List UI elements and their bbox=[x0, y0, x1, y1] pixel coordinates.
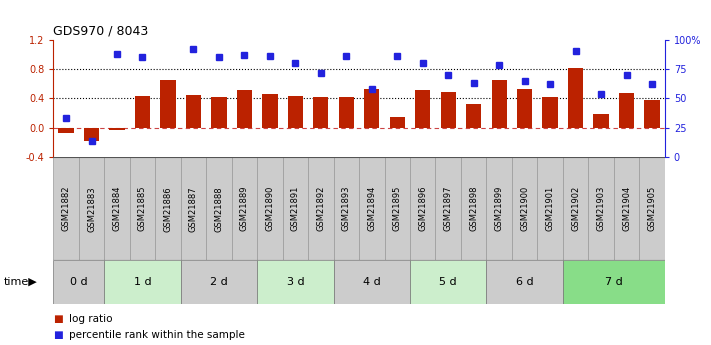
Text: 0 d: 0 d bbox=[70, 277, 87, 287]
Bar bbox=[461, 157, 486, 260]
Bar bbox=[359, 157, 385, 260]
Bar bbox=[211, 97, 227, 128]
Bar bbox=[79, 157, 105, 260]
Bar bbox=[614, 157, 639, 260]
Bar bbox=[105, 157, 129, 260]
Text: 1 d: 1 d bbox=[134, 277, 151, 287]
Text: GSM21901: GSM21901 bbox=[545, 186, 555, 231]
Bar bbox=[308, 157, 333, 260]
Bar bbox=[619, 93, 634, 128]
Text: GSM21889: GSM21889 bbox=[240, 186, 249, 231]
Text: percentile rank within the sample: percentile rank within the sample bbox=[69, 330, 245, 339]
Text: GSM21890: GSM21890 bbox=[265, 186, 274, 231]
Text: 3 d: 3 d bbox=[287, 277, 304, 287]
Text: 5 d: 5 d bbox=[439, 277, 457, 287]
Text: ■: ■ bbox=[53, 314, 63, 324]
Bar bbox=[288, 96, 303, 128]
Bar bbox=[364, 89, 380, 128]
Bar bbox=[283, 157, 308, 260]
Bar bbox=[410, 157, 435, 260]
Text: GSM21899: GSM21899 bbox=[495, 186, 503, 231]
Text: GSM21893: GSM21893 bbox=[342, 186, 351, 231]
Bar bbox=[257, 260, 333, 304]
Bar bbox=[161, 80, 176, 128]
Text: GSM21904: GSM21904 bbox=[622, 186, 631, 231]
Bar bbox=[53, 260, 105, 304]
Text: GSM21896: GSM21896 bbox=[418, 186, 427, 231]
Bar bbox=[105, 260, 181, 304]
Text: GSM21891: GSM21891 bbox=[291, 186, 300, 231]
Text: GSM21903: GSM21903 bbox=[597, 186, 606, 231]
Bar bbox=[257, 157, 283, 260]
Bar bbox=[186, 96, 201, 128]
Text: GSM21883: GSM21883 bbox=[87, 186, 96, 231]
Bar bbox=[441, 92, 456, 128]
Text: ■: ■ bbox=[53, 330, 63, 339]
Text: GSM21905: GSM21905 bbox=[648, 186, 656, 231]
Bar bbox=[486, 157, 512, 260]
Bar bbox=[206, 157, 232, 260]
Bar bbox=[594, 115, 609, 128]
Text: GSM21882: GSM21882 bbox=[62, 186, 70, 231]
Bar bbox=[639, 157, 665, 260]
Text: GSM21900: GSM21900 bbox=[520, 186, 529, 231]
Bar bbox=[181, 260, 257, 304]
Bar bbox=[262, 94, 277, 128]
Bar bbox=[466, 104, 481, 128]
Text: log ratio: log ratio bbox=[69, 314, 112, 324]
Text: GSM21884: GSM21884 bbox=[112, 186, 122, 231]
Bar bbox=[129, 157, 155, 260]
Bar bbox=[181, 157, 206, 260]
Text: GSM21902: GSM21902 bbox=[571, 186, 580, 231]
Bar bbox=[155, 157, 181, 260]
Bar bbox=[135, 96, 150, 128]
Bar bbox=[390, 117, 405, 128]
Text: GSM21887: GSM21887 bbox=[189, 186, 198, 231]
Bar bbox=[491, 80, 507, 128]
Bar bbox=[563, 157, 589, 260]
Bar bbox=[415, 89, 430, 128]
Bar bbox=[563, 260, 665, 304]
Text: GSM21885: GSM21885 bbox=[138, 186, 147, 231]
Text: GSM21894: GSM21894 bbox=[368, 186, 376, 231]
Text: GSM21892: GSM21892 bbox=[316, 186, 326, 231]
Bar bbox=[53, 157, 79, 260]
Bar bbox=[333, 157, 359, 260]
Bar bbox=[644, 100, 660, 128]
Text: GDS970 / 8043: GDS970 / 8043 bbox=[53, 24, 149, 37]
Text: 6 d: 6 d bbox=[516, 277, 533, 287]
Text: time▶: time▶ bbox=[4, 277, 37, 287]
Bar bbox=[333, 260, 410, 304]
Bar bbox=[109, 128, 124, 130]
Bar bbox=[385, 157, 410, 260]
Text: GSM21897: GSM21897 bbox=[444, 186, 453, 231]
Text: 2 d: 2 d bbox=[210, 277, 228, 287]
Bar bbox=[517, 89, 533, 128]
Bar bbox=[232, 157, 257, 260]
Text: GSM21895: GSM21895 bbox=[392, 186, 402, 231]
Bar bbox=[58, 128, 74, 133]
Bar bbox=[568, 68, 583, 128]
Bar bbox=[512, 157, 538, 260]
Bar bbox=[435, 157, 461, 260]
Text: GSM21886: GSM21886 bbox=[164, 186, 173, 231]
Bar bbox=[410, 260, 486, 304]
Bar bbox=[538, 157, 563, 260]
Text: 7 d: 7 d bbox=[605, 277, 623, 287]
Bar bbox=[486, 260, 563, 304]
Bar bbox=[589, 157, 614, 260]
Bar bbox=[542, 97, 557, 128]
Bar bbox=[313, 97, 328, 128]
Text: GSM21898: GSM21898 bbox=[469, 186, 479, 231]
Bar bbox=[237, 89, 252, 128]
Bar bbox=[84, 128, 99, 141]
Text: 4 d: 4 d bbox=[363, 277, 380, 287]
Bar bbox=[338, 97, 354, 128]
Text: GSM21888: GSM21888 bbox=[215, 186, 223, 231]
